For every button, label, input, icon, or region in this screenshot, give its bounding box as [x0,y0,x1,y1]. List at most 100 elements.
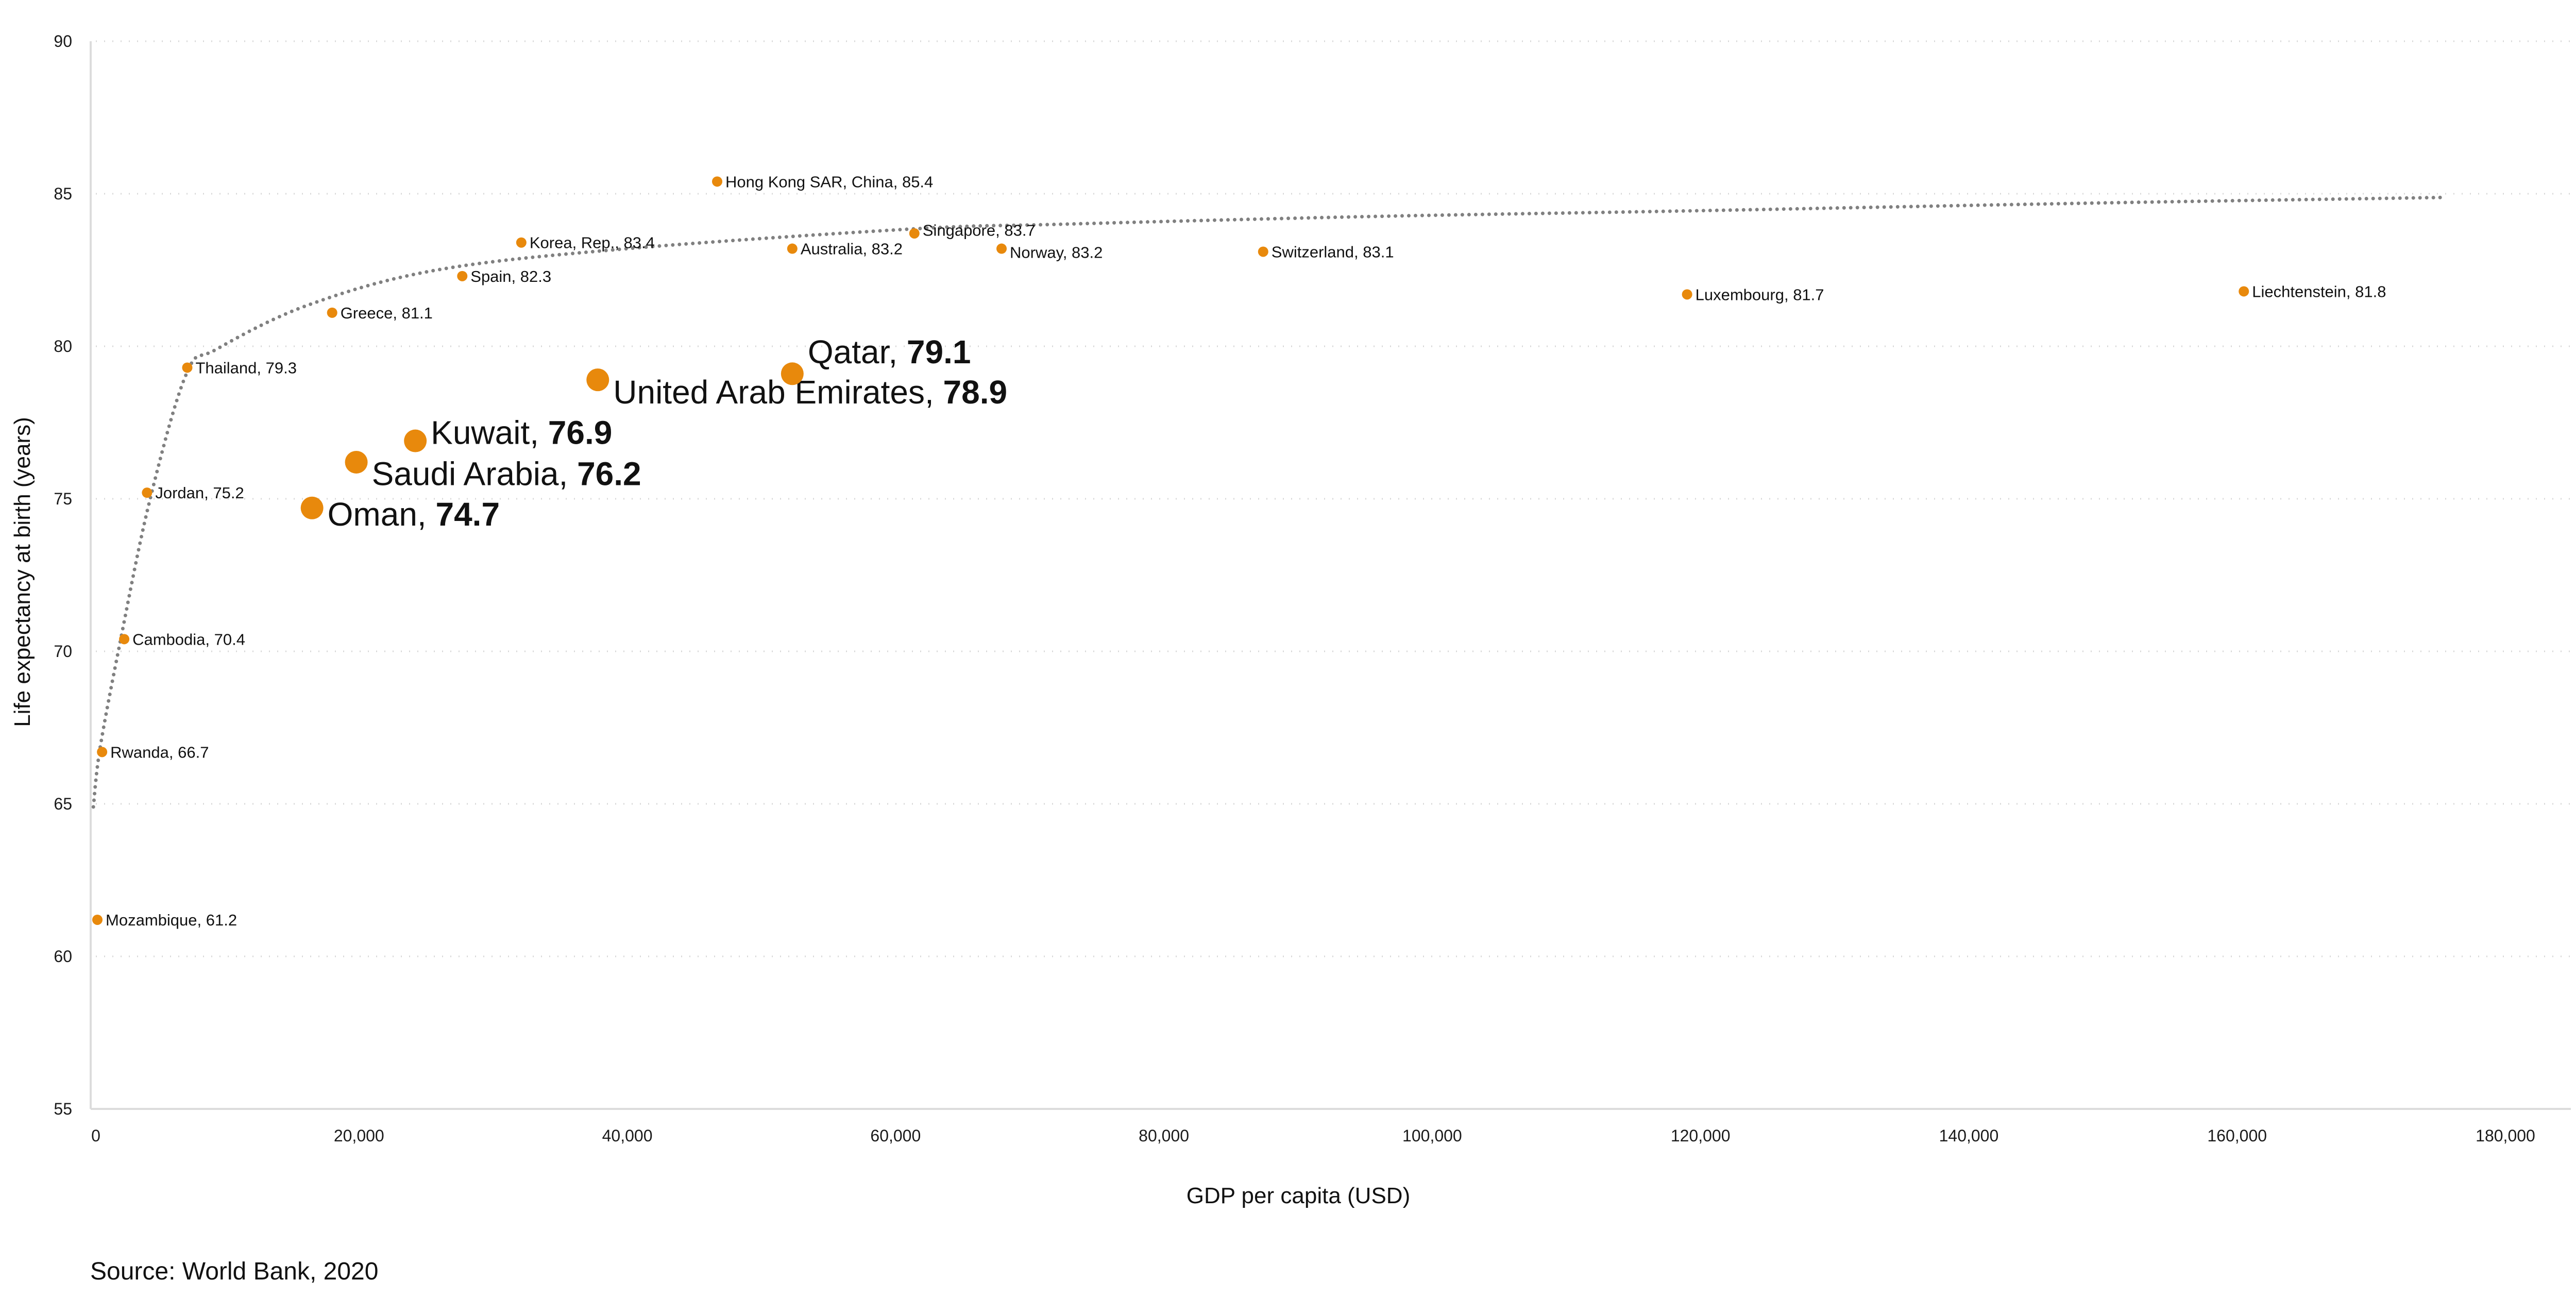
point-label-value: 83.4 [624,234,655,252]
point-label: Hong Kong SAR, China, 85.4 [725,173,933,191]
point-label: Mozambique, 61.2 [106,911,237,929]
x-tick-label: 180,000 [2476,1126,2535,1145]
point-label: Norway, 83.2 [1010,243,1103,261]
data-point-spain: Spain, 82.3 [457,267,551,285]
point-marker [457,271,468,281]
point-marker [781,362,804,385]
data-point-saudi-arabia: Saudi Arabia, 76.2 [345,450,641,492]
point-marker [182,362,193,373]
point-label-name: Jordan, [155,484,213,502]
point-label: United Arab Emirates, 78.9 [613,374,1007,411]
data-point-jordan: Jordan, 75.2 [142,484,244,502]
x-axis-title: GDP per capita (USD) [1187,1183,1410,1208]
y-tick-label: 60 [54,947,72,966]
gridlines [96,40,2571,957]
point-label-value: 82.3 [520,267,551,285]
point-label-value: 83.2 [1072,243,1103,261]
point-label-value: 75.2 [213,484,244,502]
point-marker [300,496,324,519]
point-label-name: Hong Kong SAR, China, [725,173,902,191]
point-label-value: 74.7 [435,496,500,533]
point-label-name: Liechtenstein, [2252,282,2355,300]
data-point-norway: Norway, 83.2 [996,243,1103,261]
y-tick-label: 70 [54,642,72,661]
point-label-name: Spain, [470,267,520,285]
point-label-value: 81.7 [1793,285,1824,304]
source-note: Source: World Bank, 2020 [90,1258,379,1285]
x-tick-label: 100,000 [1402,1126,1462,1145]
point-marker [345,450,368,474]
point-marker [1682,289,1692,300]
point-label: Singapore, 83.7 [923,221,1036,239]
y-axis-title: Life expectancy at birth (years) [10,417,35,727]
point-label-name: Switzerland, [1272,243,1363,261]
data-point-singapore: Singapore, 83.7 [909,221,1036,239]
point-label-name: Thailand, [195,359,265,377]
point-label-name: Cambodia, [132,630,214,648]
data-point-korea-rep: Korea, Rep., 83.4 [516,234,655,252]
data-point-liechtenstein: Liechtenstein, 81.8 [2239,282,2386,300]
data-point-oman: Oman, 74.7 [300,496,500,533]
point-label-value: 83.1 [1363,243,1394,261]
point-label-name: Greece, [341,304,402,322]
point-label-name: Luxembourg, [1696,285,1793,304]
data-point-australia: Australia, 83.2 [787,240,903,258]
x-tick-label: 60,000 [870,1126,921,1145]
data-point-qatar: Qatar, 79.1 [781,333,971,385]
point-marker [97,747,108,757]
axes [90,41,2571,1110]
point-label-name: Norway, [1010,243,1072,261]
data-point-united-arab-emirates: United Arab Emirates, 78.9 [586,368,1007,411]
point-label-name: Korea, Rep., [530,234,624,252]
point-label: Oman, 74.7 [328,496,500,533]
point-label-name: Qatar, [808,333,907,370]
point-label: Korea, Rep., 83.4 [530,234,655,252]
point-marker [142,487,152,498]
point-marker [586,368,609,392]
data-point-hong-kong-sar-china: Hong Kong SAR, China, 85.4 [712,173,933,191]
x-tick-label: 20,000 [334,1126,384,1145]
point-label-value: 79.3 [266,359,297,377]
x-tick-label: 0 [91,1126,100,1145]
y-tick-label: 55 [54,1100,72,1118]
point-label-name: Saudi Arabia, [372,455,578,492]
point-label-name: Australia, [801,240,872,258]
point-label-value: 70.4 [214,630,245,648]
point-marker [909,228,920,239]
point-marker [787,243,798,254]
point-label-value: 81.8 [2355,282,2386,300]
point-marker [2239,286,2249,297]
data-point-switzerland: Switzerland, 83.1 [1258,243,1394,261]
point-label: Rwanda, 66.7 [110,743,209,761]
point-label: Cambodia, 70.4 [132,630,245,648]
point-label-name: Mozambique, [106,911,206,929]
data-point-greece: Greece, 81.1 [327,304,433,322]
point-label-value: 78.9 [943,374,1008,411]
point-marker [119,634,130,645]
point-label-value: 76.2 [577,455,641,492]
data-point-mozambique: Mozambique, 61.2 [92,911,237,929]
trendline [91,195,2447,809]
point-label-value: 81.1 [402,304,433,322]
point-label: Spain, 82.3 [470,267,551,285]
point-label: Jordan, 75.2 [155,484,244,502]
point-label: Switzerland, 83.1 [1272,243,1394,261]
y-tick-label: 75 [54,490,72,508]
x-tick-label: 80,000 [1139,1126,1189,1145]
point-label: Greece, 81.1 [341,304,433,322]
x-tick-label: 140,000 [1939,1126,1999,1145]
data-points: Mozambique, 61.2 Rwanda, 66.7 Cambodia, 70… [92,173,2386,929]
point-label: Qatar, 79.1 [808,333,971,370]
point-label: Luxembourg, 81.7 [1696,285,1824,304]
point-label-value: 79.1 [907,333,971,370]
point-label-value: 66.7 [178,743,209,761]
y-tick-label: 80 [54,337,72,356]
point-label-name: Rwanda, [110,743,178,761]
point-label-value: 76.9 [548,414,613,451]
data-point-cambodia: Cambodia, 70.4 [119,630,245,648]
data-point-thailand: Thailand, 79.3 [182,359,297,377]
data-point-rwanda: Rwanda, 66.7 [97,743,209,761]
x-tick-label: 120,000 [1671,1126,1731,1145]
point-label-name: Kuwait, [431,414,548,451]
